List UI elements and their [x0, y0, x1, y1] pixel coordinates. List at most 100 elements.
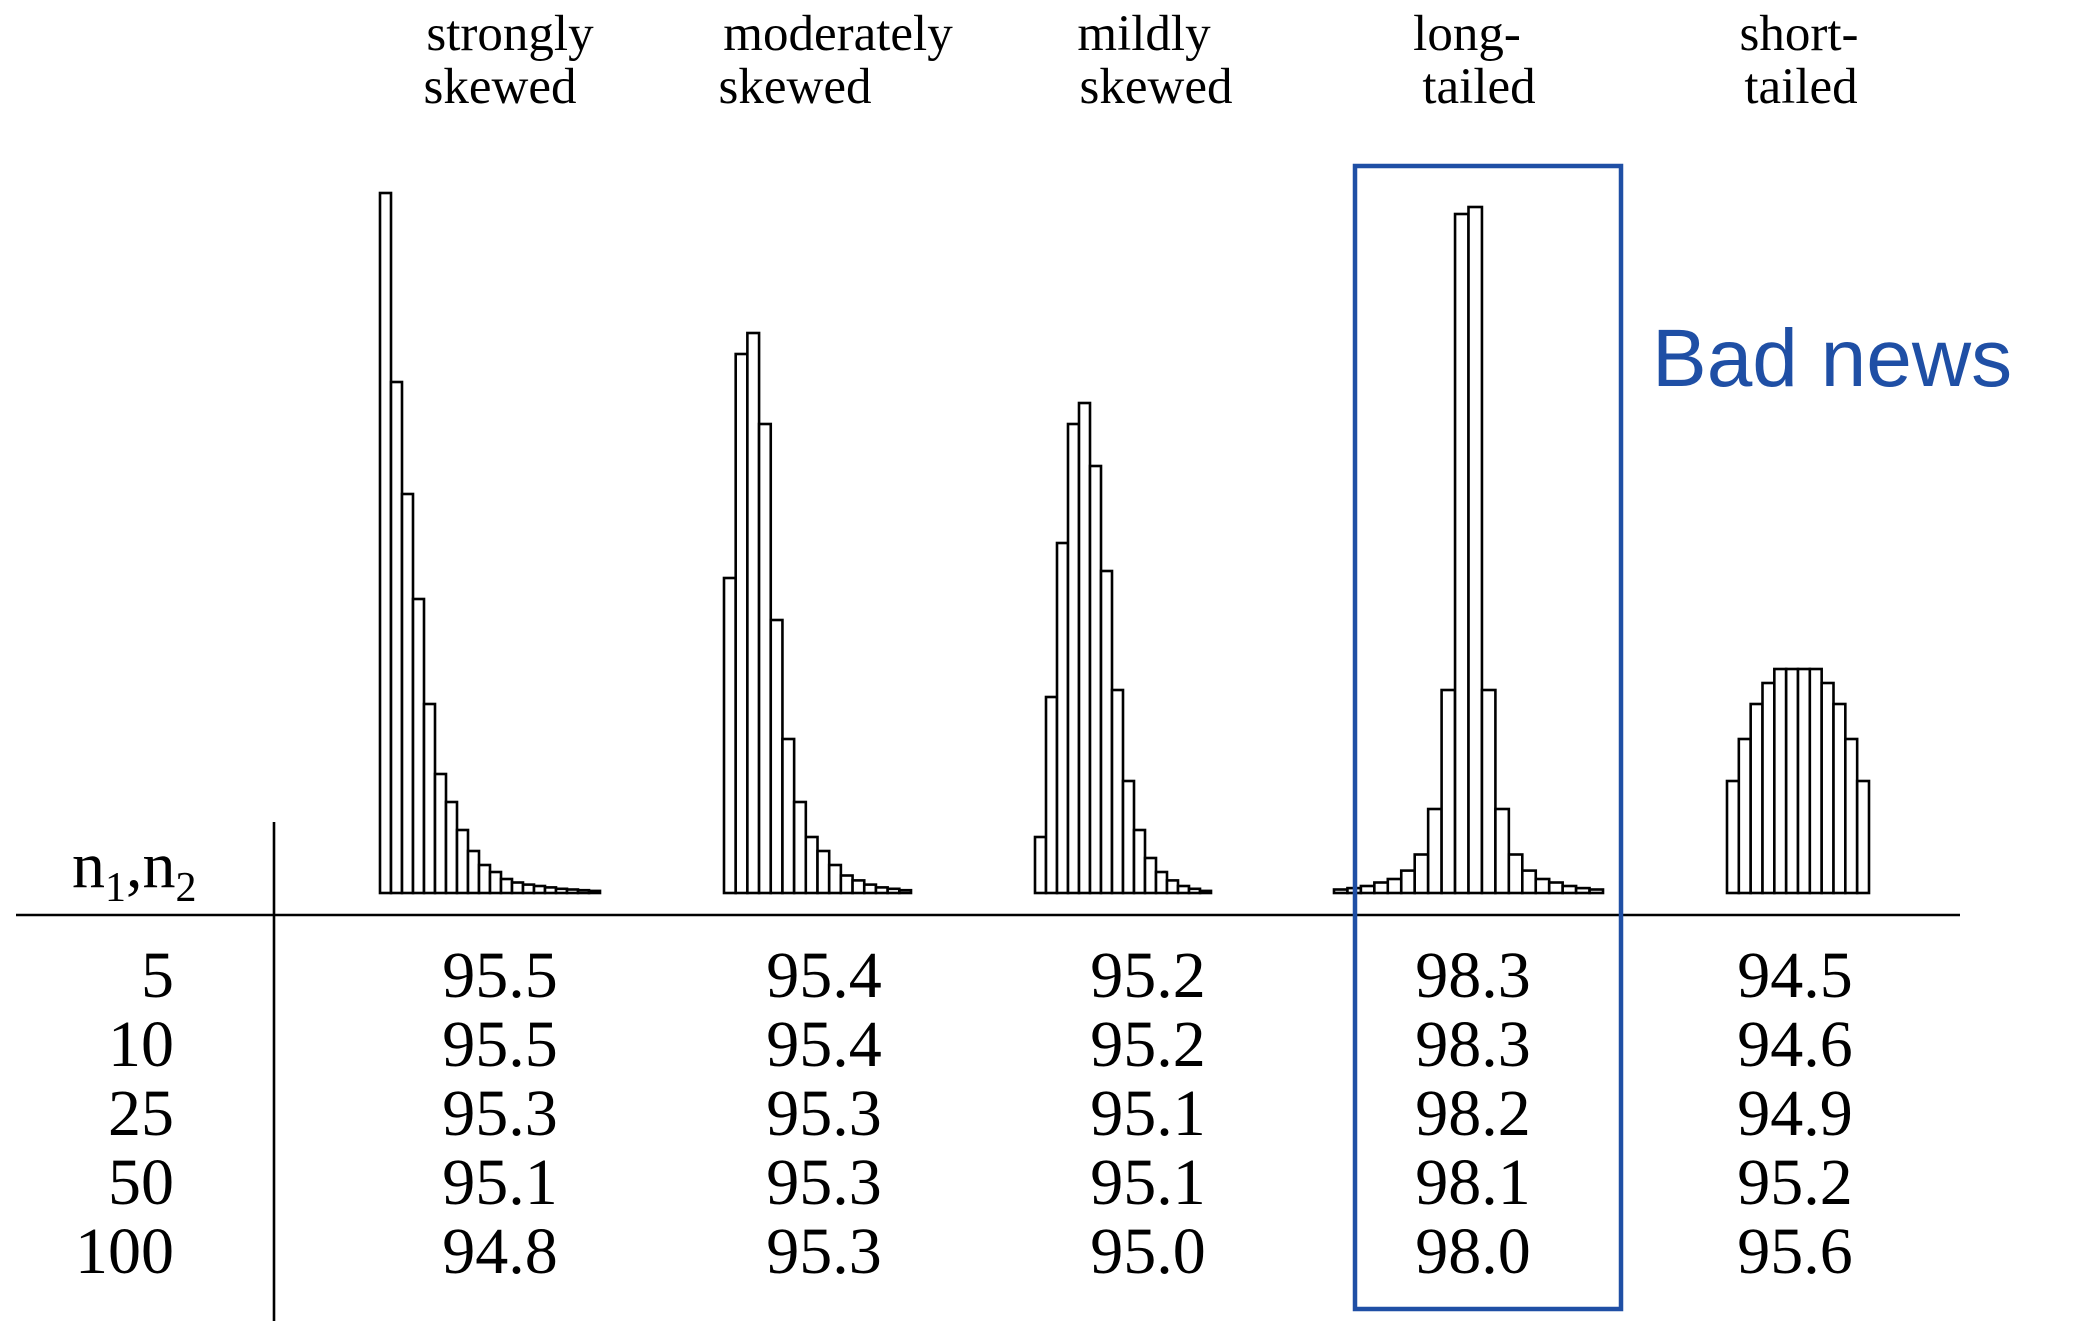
histogram-bar	[862, 883, 878, 895]
table-cell: 95.3	[766, 1077, 882, 1150]
table-cell: 94.9	[1737, 1077, 1853, 1150]
table-cell: 94.5	[1737, 939, 1853, 1012]
table-cell: 95.5	[442, 939, 558, 1012]
histogram-bar	[1761, 681, 1776, 895]
histogram-bar	[792, 800, 808, 895]
histogram-bar	[1467, 205, 1484, 895]
histogram-bar	[1399, 869, 1416, 895]
histogram-bar	[1332, 888, 1349, 895]
histogram-bar	[543, 886, 558, 895]
histogram-bar	[1855, 779, 1871, 895]
histogram-bar	[781, 737, 796, 895]
table-cell: 95.0	[1090, 1215, 1206, 1288]
table-cell: 98.2	[1415, 1077, 1531, 1150]
table-cell: 95.5	[442, 1008, 558, 1081]
histogram-bar	[1844, 737, 1859, 895]
histogram-bar	[1066, 422, 1081, 895]
histogram-bar	[1033, 835, 1048, 895]
histogram-bar	[1749, 702, 1764, 895]
histogram-bar	[1773, 667, 1788, 895]
histogram-bar	[433, 772, 448, 895]
table-cell: 98.0	[1415, 1215, 1531, 1288]
col-header-long-line2: tailed	[1422, 59, 1535, 115]
histograms	[378, 191, 1871, 895]
table-cell: 98.1	[1415, 1146, 1531, 1219]
histogram-bar	[1534, 877, 1551, 895]
table-cell: 98.3	[1415, 939, 1531, 1012]
row-label: 50	[108, 1146, 174, 1219]
table-cell: 95.6	[1737, 1215, 1853, 1288]
row-label: 10	[108, 1008, 174, 1081]
histogram-bar	[1494, 807, 1511, 895]
histogram-bar	[1561, 884, 1578, 895]
table-cell: 95.3	[442, 1077, 558, 1150]
histogram-bar	[1820, 681, 1835, 895]
histogram-bar	[1796, 667, 1812, 895]
histogram-bar	[455, 828, 470, 895]
histogram-bar	[1088, 464, 1103, 895]
table-cell: 95.1	[1090, 1077, 1206, 1150]
bad-news-annotation: Bad news	[1652, 313, 2012, 404]
histogram-bar	[576, 888, 591, 895]
histogram-bar	[1413, 853, 1430, 895]
col-header-strongly-line1: strongly	[426, 6, 594, 62]
col-header-moderately-line2: skewed	[719, 59, 872, 115]
table-values: 95.5 95.5 95.3 95.1 94.8 95.4 95.4 95.3 …	[442, 939, 1853, 1288]
histogram-bar	[510, 881, 525, 895]
table-cell: 95.3	[766, 1215, 882, 1288]
col-header-mildly-line2: skewed	[1080, 59, 1233, 115]
histogram-bar	[1784, 667, 1800, 895]
histogram-bar	[757, 422, 773, 895]
histogram-bar	[1725, 779, 1741, 895]
histogram-bar	[1132, 828, 1147, 895]
histogram-bar	[1832, 702, 1847, 895]
table-cell: 95.4	[766, 1008, 882, 1081]
row-labels: 5 10 25 50 100	[75, 939, 174, 1288]
histogram-bar	[532, 884, 547, 895]
histogram-bar	[389, 380, 404, 895]
histogram-bar	[1176, 884, 1191, 895]
table-cell: 94.6	[1737, 1008, 1853, 1081]
histogram-bar	[1521, 869, 1538, 895]
histogram-bar	[477, 863, 492, 895]
table-cell: 98.3	[1415, 1008, 1531, 1081]
histogram-bar	[1359, 884, 1376, 895]
histogram-bar	[1143, 856, 1158, 895]
table-cell: 94.8	[442, 1215, 558, 1288]
column-headers: strongly skewed moderately skewed mildly…	[424, 6, 1859, 115]
col-header-short-line2: tailed	[1744, 59, 1857, 115]
histogram-bar	[804, 835, 819, 895]
row-label: 100	[75, 1215, 174, 1288]
histogram-bar	[1373, 881, 1390, 895]
histogram-bar	[746, 331, 761, 895]
col-header-short-line1: short-	[1740, 6, 1859, 62]
histogram-bar	[422, 702, 437, 895]
histogram-bar	[1077, 401, 1092, 895]
histogram-bar	[1440, 688, 1457, 895]
histogram-bar	[769, 618, 784, 895]
histogram-bar	[411, 597, 426, 895]
histogram-bar	[488, 870, 503, 895]
histogram-bar	[1737, 737, 1752, 895]
col-header-mildly-line1: mildly	[1077, 6, 1211, 62]
histogram-bar	[1574, 886, 1591, 895]
row-label: 25	[108, 1077, 174, 1150]
table-cell: 95.2	[1090, 1008, 1206, 1081]
histogram-bar	[1165, 879, 1180, 895]
histogram-bar	[1198, 889, 1213, 895]
histogram-bar	[874, 886, 889, 895]
histogram-bar	[1044, 695, 1059, 895]
histogram-bar	[554, 887, 569, 895]
histogram-bar	[1187, 887, 1202, 895]
histogram-bar	[444, 800, 459, 895]
histogram-bar	[898, 888, 913, 895]
row-label: 5	[141, 939, 174, 1012]
histogram-bar	[1547, 881, 1564, 895]
table-cell: 95.1	[1090, 1146, 1206, 1219]
row-header-label: n1,n2	[72, 829, 197, 911]
histogram-bar	[1426, 807, 1443, 895]
histogram-bar	[851, 879, 866, 895]
histogram-bar	[1808, 667, 1823, 895]
histogram-bar	[1154, 870, 1169, 895]
